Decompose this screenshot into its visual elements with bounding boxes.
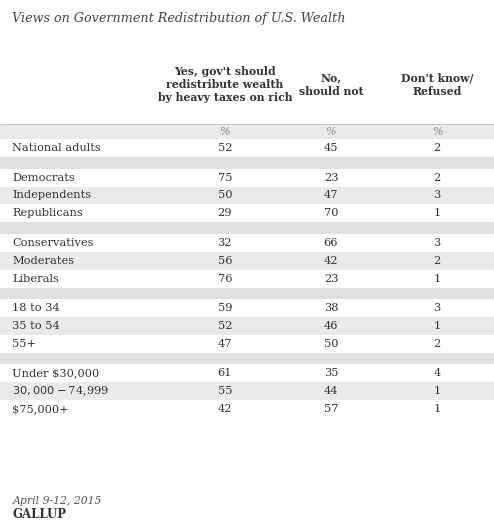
Text: %: % [432, 127, 443, 136]
Text: 42: 42 [217, 404, 232, 414]
Text: No,
should not: No, should not [299, 73, 363, 96]
Text: Moderates: Moderates [12, 256, 75, 266]
Bar [0, 299, 494, 317]
Text: 47: 47 [324, 190, 338, 200]
Text: 1: 1 [434, 386, 441, 396]
Text: $30,000-$74,999: $30,000-$74,999 [12, 385, 109, 398]
Text: 59: 59 [217, 303, 232, 313]
Text: 1: 1 [434, 273, 441, 284]
Text: 70: 70 [324, 208, 338, 218]
Bar [0, 317, 494, 335]
Bar [0, 124, 494, 139]
Bar [0, 335, 494, 353]
Text: Yes, gov't should
redistribute wealth
by heavy taxes on rich: Yes, gov't should redistribute wealth by… [158, 66, 292, 103]
Text: 2: 2 [434, 256, 441, 266]
Text: 61: 61 [217, 368, 232, 378]
Text: 45: 45 [324, 143, 338, 153]
Text: Democrats: Democrats [12, 172, 75, 183]
Text: 18 to 34: 18 to 34 [12, 303, 60, 313]
Text: Don't know/
Refused: Don't know/ Refused [401, 73, 473, 96]
Text: 29: 29 [217, 208, 232, 218]
Text: 35 to 54: 35 to 54 [12, 321, 60, 331]
Bar [0, 139, 494, 157]
Text: Conservatives: Conservatives [12, 238, 94, 248]
Text: Republicans: Republicans [12, 208, 83, 218]
Text: 55: 55 [217, 386, 232, 396]
Text: GALLUP: GALLUP [12, 508, 66, 521]
Bar [0, 169, 494, 187]
Text: 46: 46 [324, 321, 338, 331]
Bar [0, 382, 494, 400]
Text: 1: 1 [434, 404, 441, 414]
Bar [0, 204, 494, 222]
Bar [0, 56, 494, 124]
Text: 23: 23 [324, 273, 338, 284]
Text: $75,000+: $75,000+ [12, 404, 69, 414]
Text: 23: 23 [324, 172, 338, 183]
Text: Liberals: Liberals [12, 273, 59, 284]
Text: 50: 50 [324, 339, 338, 349]
Bar [0, 187, 494, 204]
Text: 75: 75 [217, 172, 232, 183]
Text: 56: 56 [217, 256, 232, 266]
Text: 52: 52 [217, 321, 232, 331]
Text: %: % [219, 127, 230, 136]
Text: 57: 57 [324, 404, 338, 414]
Text: 3: 3 [434, 303, 441, 313]
Text: 2: 2 [434, 339, 441, 349]
Text: 42: 42 [324, 256, 338, 266]
Text: 44: 44 [324, 386, 338, 396]
Bar [0, 234, 494, 252]
Text: %: % [326, 127, 336, 136]
Text: 2: 2 [434, 143, 441, 153]
Text: 66: 66 [324, 238, 338, 248]
Text: 52: 52 [217, 143, 232, 153]
Text: National adults: National adults [12, 143, 101, 153]
Text: 4: 4 [434, 368, 441, 378]
Text: 3: 3 [434, 190, 441, 200]
Text: 32: 32 [217, 238, 232, 248]
Bar [0, 288, 494, 299]
Text: 47: 47 [217, 339, 232, 349]
Text: 55+: 55+ [12, 339, 37, 349]
Bar [0, 353, 494, 364]
Text: Under $30,000: Under $30,000 [12, 368, 100, 378]
Text: 1: 1 [434, 208, 441, 218]
Text: 1: 1 [434, 321, 441, 331]
Bar [0, 270, 494, 288]
Text: 38: 38 [324, 303, 338, 313]
Text: Independents: Independents [12, 190, 91, 200]
Bar [0, 222, 494, 234]
Text: Views on Government Redistribution of U.S. Wealth: Views on Government Redistribution of U.… [12, 12, 346, 25]
Text: 76: 76 [217, 273, 232, 284]
Bar [0, 157, 494, 169]
Bar [0, 252, 494, 270]
Text: 3: 3 [434, 238, 441, 248]
Text: 2: 2 [434, 172, 441, 183]
Bar [0, 400, 494, 418]
Bar [0, 364, 494, 382]
Text: 50: 50 [217, 190, 232, 200]
Text: 35: 35 [324, 368, 338, 378]
Text: April 9-12, 2015: April 9-12, 2015 [12, 496, 102, 506]
